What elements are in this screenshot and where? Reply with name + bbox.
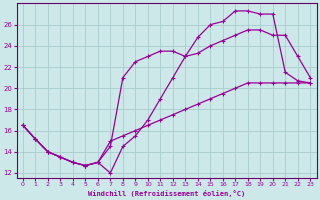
X-axis label: Windchill (Refroidissement éolien,°C): Windchill (Refroidissement éolien,°C) xyxy=(88,190,245,197)
